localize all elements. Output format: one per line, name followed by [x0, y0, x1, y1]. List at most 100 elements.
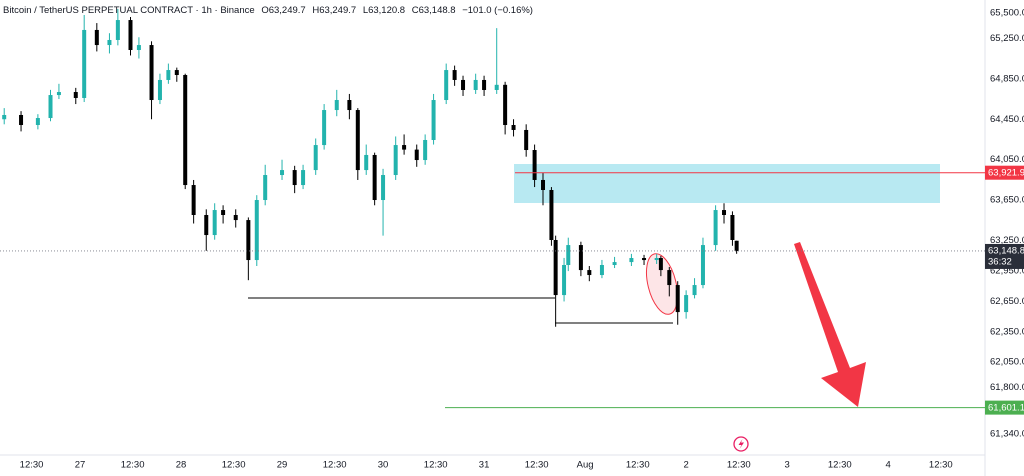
candle-body	[292, 170, 297, 186]
candle-body	[722, 210, 727, 215]
y-tick-label: 65,250.0	[990, 33, 1024, 44]
plot	[0, 8, 985, 409]
candle-body	[730, 214, 735, 241]
candle-body	[221, 210, 226, 215]
x-tick-label: 12:30	[929, 460, 953, 471]
chart-header: Bitcoin / TetherUS PERPETUAL CONTRACT · …	[3, 5, 533, 16]
candle-body	[511, 125, 516, 130]
candle-body	[183, 75, 188, 186]
x-tick-label: 4	[886, 460, 891, 471]
candle-body	[254, 200, 259, 261]
x-tick-label: 12:30	[626, 460, 650, 471]
candle-body	[107, 39, 112, 46]
candle-body	[263, 175, 268, 201]
candle-body	[578, 245, 583, 271]
candle-body	[562, 265, 567, 296]
candle-body	[503, 84, 508, 126]
candle-body	[334, 100, 339, 111]
down-arrow	[794, 242, 866, 407]
price-tag	[985, 400, 1024, 415]
x-tick-label: 28	[176, 460, 187, 471]
candle-body	[414, 149, 419, 161]
y-tick-label: 62,050.0	[990, 357, 1024, 368]
candle-body	[452, 70, 457, 80]
x-tick-label: 29	[277, 460, 288, 471]
candle-body	[461, 79, 466, 90]
candle-body	[347, 100, 352, 111]
candle-body	[313, 145, 318, 171]
candle-body	[128, 20, 133, 51]
y-tick-label: 61,800.0	[990, 382, 1024, 393]
candle-body	[700, 245, 705, 286]
y-tick-label: 64,450.0	[990, 114, 1024, 125]
candle-body	[82, 29, 87, 98]
candle-body	[402, 145, 407, 150]
x-tick-label: 12:30	[828, 460, 852, 471]
candle-body	[35, 118, 40, 126]
price-tag-label: 61,601.1	[988, 403, 1024, 414]
change-label: −101.0 (−0.16%)	[462, 5, 533, 16]
y-tick-label: 64,850.0	[990, 73, 1024, 84]
candle-body	[393, 145, 398, 176]
candle-body	[612, 262, 617, 266]
candle-body	[355, 110, 360, 171]
candle-body	[157, 79, 162, 101]
x-tick-label: 12:30	[727, 460, 751, 471]
candle-body	[713, 210, 718, 246]
candle-body	[212, 210, 217, 236]
ohlc-label: L63,120.8	[363, 5, 405, 16]
x-tick-label: 12:30	[525, 460, 549, 471]
candle-body	[56, 92, 61, 96]
x-tick-label: 31	[479, 460, 490, 471]
y-tick-label: 62,350.0	[990, 326, 1024, 337]
lightning-icon[interactable]	[733, 436, 749, 452]
axes: 65,500.0 65,250.0 64,850.0 64,450.0 64,050.0…	[20, 7, 1024, 471]
candle-body	[204, 214, 209, 236]
y-tick-label: 65,500.0	[990, 7, 1024, 18]
candle-body	[166, 70, 171, 80]
candle-body	[19, 114, 24, 126]
candle-body	[136, 45, 141, 51]
candle-body	[322, 110, 327, 146]
y-tick-label: 64,050.0	[990, 154, 1024, 165]
candle-body	[372, 154, 377, 201]
candle-body	[473, 79, 478, 90]
x-tick-label: 2	[683, 460, 688, 471]
candle-body	[566, 245, 571, 266]
x-tick-label: 12:30	[424, 460, 448, 471]
candle-body	[675, 285, 680, 313]
candle-body	[191, 185, 196, 215]
candle-body	[431, 100, 436, 140]
candle-body	[494, 84, 499, 90]
candle-body	[149, 45, 154, 101]
candle-body	[734, 240, 739, 251]
candle-body	[364, 154, 369, 171]
price-tag	[985, 165, 1024, 180]
candle-body	[667, 270, 672, 286]
y-tick-label: 62,650.0	[990, 296, 1024, 307]
candle-body	[553, 240, 558, 296]
y-tick-label: 61,340.0	[990, 429, 1024, 440]
candle-body	[444, 70, 449, 101]
candle-body	[381, 175, 386, 201]
candle-body	[587, 270, 592, 276]
candle-body	[599, 265, 604, 276]
x-tick-label: 27	[75, 460, 86, 471]
candle-body	[524, 129, 529, 151]
x-tick-label: 30	[378, 460, 389, 471]
candle-body	[642, 258, 647, 261]
candle-body	[423, 139, 428, 161]
x-tick-label: 12:30	[121, 460, 145, 471]
candle-body	[174, 70, 179, 76]
candle-body	[280, 170, 285, 176]
last-price-tag	[985, 243, 1024, 269]
countdown-label: 36:32	[988, 256, 1012, 267]
candle-body	[48, 95, 53, 119]
symbol-title: Bitcoin / TetherUS PERPETUAL CONTRACT · …	[3, 5, 255, 16]
candle-body	[549, 189, 554, 241]
candle-body	[73, 92, 78, 98]
x-tick-label: 12:30	[222, 460, 246, 471]
candle-body	[692, 285, 697, 296]
